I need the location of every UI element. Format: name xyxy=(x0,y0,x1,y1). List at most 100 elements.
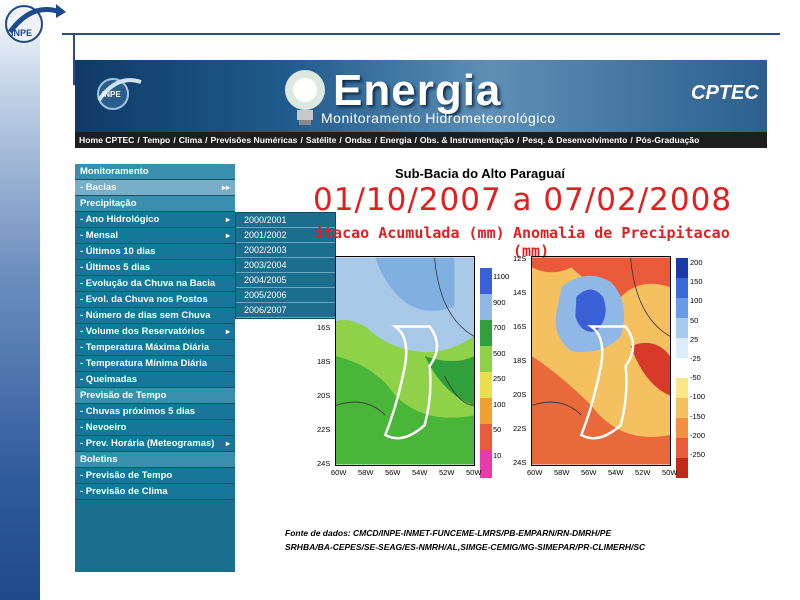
sidebar-item-label: - Previsão de Clima xyxy=(80,486,168,497)
sidebar-item-label: - Volume dos Reservatórios xyxy=(80,326,205,337)
right-lat-label-0: 12S xyxy=(513,254,527,263)
anomaly-colorbar-label-4: 25 xyxy=(690,334,699,344)
sidebar-item-6[interactable]: - Últimos 5 dias xyxy=(75,260,235,276)
right-lat-label-5: 22S xyxy=(513,424,527,433)
sidebar-item-label: - Número de dias sem Chuva xyxy=(80,310,211,321)
sidebar-item-label: - Evolução da Chuva na Bacia xyxy=(80,278,216,289)
accumulated-colorbar-label-4: 250 xyxy=(493,374,506,383)
sidebar-item-5[interactable]: - Últimos 10 dias xyxy=(75,244,235,260)
sidebar-item-label: - Queimadas xyxy=(80,374,138,385)
sidebar-item-13[interactable]: - Queimadas xyxy=(75,372,235,388)
anomaly-colorbar-label-0: 200 xyxy=(690,258,703,267)
anomaly-colorbar-label-2: 100 xyxy=(690,296,703,306)
sidebar-item-label: - Ano Hidrológico xyxy=(80,214,160,225)
sidebar-menu: Monitoramento - Bacias ▸▸ Precipitação - Ano… xyxy=(75,164,235,572)
nav-link-ondas[interactable]: Ondas xyxy=(344,135,372,145)
submenu-arrow-icon: ▸ xyxy=(225,231,230,240)
flyout-item-5[interactable]: 2005/2006 xyxy=(236,288,335,303)
sidebar-item-label: Monitoramento xyxy=(80,166,149,177)
sidebar-item-label: - Bacias xyxy=(80,182,117,193)
accumulated-colorbar-label-0: 1100 xyxy=(493,272,510,281)
anomaly-colorbar-label-8: -150 xyxy=(690,411,706,421)
nav-separator: / xyxy=(414,135,417,145)
right-lat-label-4: 20S xyxy=(513,390,527,399)
left-lon-label-5: 50W xyxy=(466,468,482,477)
accumulated-precip-title: itacao Acumulada (mm) xyxy=(315,224,505,242)
flyout-item-4[interactable]: 2004/2005 xyxy=(236,273,335,288)
submenu-arrow-icon: ▸ xyxy=(225,439,230,448)
right-lon-label-0: 60W xyxy=(527,468,543,477)
sidebar-item-label: - Previsão de Tempo xyxy=(80,470,173,481)
nav-link-energia[interactable]: Energia xyxy=(379,135,412,145)
left-lon-label-0: 60W xyxy=(331,468,347,477)
anomaly-colorbar-label-9: -200 xyxy=(690,430,706,440)
sidebar-item-8[interactable]: - Evol. da Chuva nos Postos xyxy=(75,292,235,308)
sidebar-item-4[interactable]: - Mensal ▸ xyxy=(75,228,235,244)
sidebar-item-7[interactable]: - Evolução da Chuva na Bacia xyxy=(75,276,235,292)
site-banner: INPE Energia Monitoramento Hidrometeorol… xyxy=(75,60,767,132)
flyout-item-3[interactable]: 2003/2004 xyxy=(236,258,335,273)
sidebar-item-label: - Temperatura Mínima Diária xyxy=(80,358,208,369)
right-lat-label-1: 14S xyxy=(513,288,527,297)
nav-link-p-s-gradua-o[interactable]: Pós-Graduação xyxy=(635,135,700,145)
left-lon-label-3: 54W xyxy=(412,468,428,477)
submenu-arrow-icon: ▸▸ xyxy=(221,183,230,192)
left-lon-label-2: 56W xyxy=(385,468,401,477)
right-lon-label-3: 54W xyxy=(608,468,624,477)
sidebar-item-15[interactable]: - Chuvas próximos 5 dias xyxy=(75,404,235,420)
anomaly-colorbar xyxy=(676,258,688,478)
sidebar-item-11[interactable]: - Temperatura Máxima Diária xyxy=(75,340,235,356)
left-lon-label-1: 58W xyxy=(358,468,374,477)
nav-separator: / xyxy=(630,135,633,145)
flyout-item-6[interactable]: 2006/2007 xyxy=(236,303,335,318)
inpe-logo: INPE xyxy=(5,4,66,43)
left-lat-label-4: 24S xyxy=(317,459,331,468)
right-lat-label-6: 24S xyxy=(513,458,527,467)
slide-rule-vertical xyxy=(73,33,75,85)
sidebar-item-3[interactable]: - Ano Hidrológico ▸ xyxy=(75,212,235,228)
site-title: Energia xyxy=(333,66,502,115)
sidebar-section-2: Precipitação xyxy=(75,196,235,212)
nav-separator: / xyxy=(205,135,208,145)
left-lon-label-4: 52W xyxy=(439,468,455,477)
anomaly-colorbar-label-10: -250 xyxy=(690,450,706,459)
nav-link-previs-es-num-ricas[interactable]: Previsões Numéricas xyxy=(210,135,298,145)
cptec-logo[interactable]: CPTEC xyxy=(691,82,759,104)
sidebar-section-14: Previsão de Tempo xyxy=(75,388,235,404)
sidebar-item-12[interactable]: - Temperatura Mínima Diária xyxy=(75,356,235,372)
slide-rule-horizontal xyxy=(62,33,780,35)
sidebar-item-label: - Prev. Horária (Meteogramas) xyxy=(80,438,215,449)
flyout-item-1[interactable]: 2001/2002 xyxy=(236,228,335,243)
anomaly-colorbar-label-5: -25 xyxy=(690,354,701,363)
nav-link-obs-instrumenta-o[interactable]: Obs. & Instrumentação xyxy=(419,135,514,145)
slide-side-bar xyxy=(0,0,40,600)
sidebar-item-19[interactable]: - Previsão de Tempo xyxy=(75,468,235,484)
inpe-banner-logo[interactable]: INPE xyxy=(93,72,145,114)
nav-link-sat-lite[interactable]: Satélite xyxy=(305,135,337,145)
sidebar-item-17[interactable]: - Prev. Horária (Meteogramas) ▸ xyxy=(75,436,235,452)
flyout-item-0[interactable]: 2000/2001 xyxy=(236,213,335,228)
precip-anomaly-map xyxy=(531,256,671,466)
nav-link-home-cptec[interactable]: Home CPTEC xyxy=(79,135,135,145)
flyout-item-2[interactable]: 2002/2003 xyxy=(236,243,335,258)
nav-separator: / xyxy=(300,135,303,145)
sidebar-item-label: - Mensal xyxy=(80,230,119,241)
sidebar-item-10[interactable]: - Volume dos Reservatórios ▸ xyxy=(75,324,235,340)
nav-link-clima[interactable]: Clima xyxy=(178,135,203,145)
nav-link-pesq-desenvolvimento[interactable]: Pesq. & Desenvolvimento xyxy=(522,135,628,145)
nav-link-tempo[interactable]: Tempo xyxy=(142,135,171,145)
accumulated-colorbar-label-6: 50 xyxy=(493,425,502,434)
accumulated-colorbar-label-5: 100 xyxy=(493,399,506,409)
accumulated-colorbar xyxy=(480,268,492,478)
left-lat-label-1: 18S xyxy=(317,357,331,366)
sidebar-item-9[interactable]: - Número de dias sem Chuva xyxy=(75,308,235,324)
precip-anomaly-title: Anomalia de Precipitacao (mm) xyxy=(513,224,730,260)
sidebar-item-20[interactable]: - Previsão de Clima xyxy=(75,484,235,500)
main-content: Sub-Bacia do Alto Paraguaí 01/10/2007 a … xyxy=(235,148,767,572)
accumulated-colorbar-label-2: 700 xyxy=(493,323,506,332)
sidebar-item-1[interactable]: - Bacias ▸▸ xyxy=(75,180,235,196)
sidebar-item-label: - Nevoeiro xyxy=(80,422,127,433)
sidebar-item-16[interactable]: - Nevoeiro xyxy=(75,420,235,436)
sidebar-item-label: Previsão de Tempo xyxy=(80,390,167,401)
right-lon-label-4: 52W xyxy=(635,468,651,477)
